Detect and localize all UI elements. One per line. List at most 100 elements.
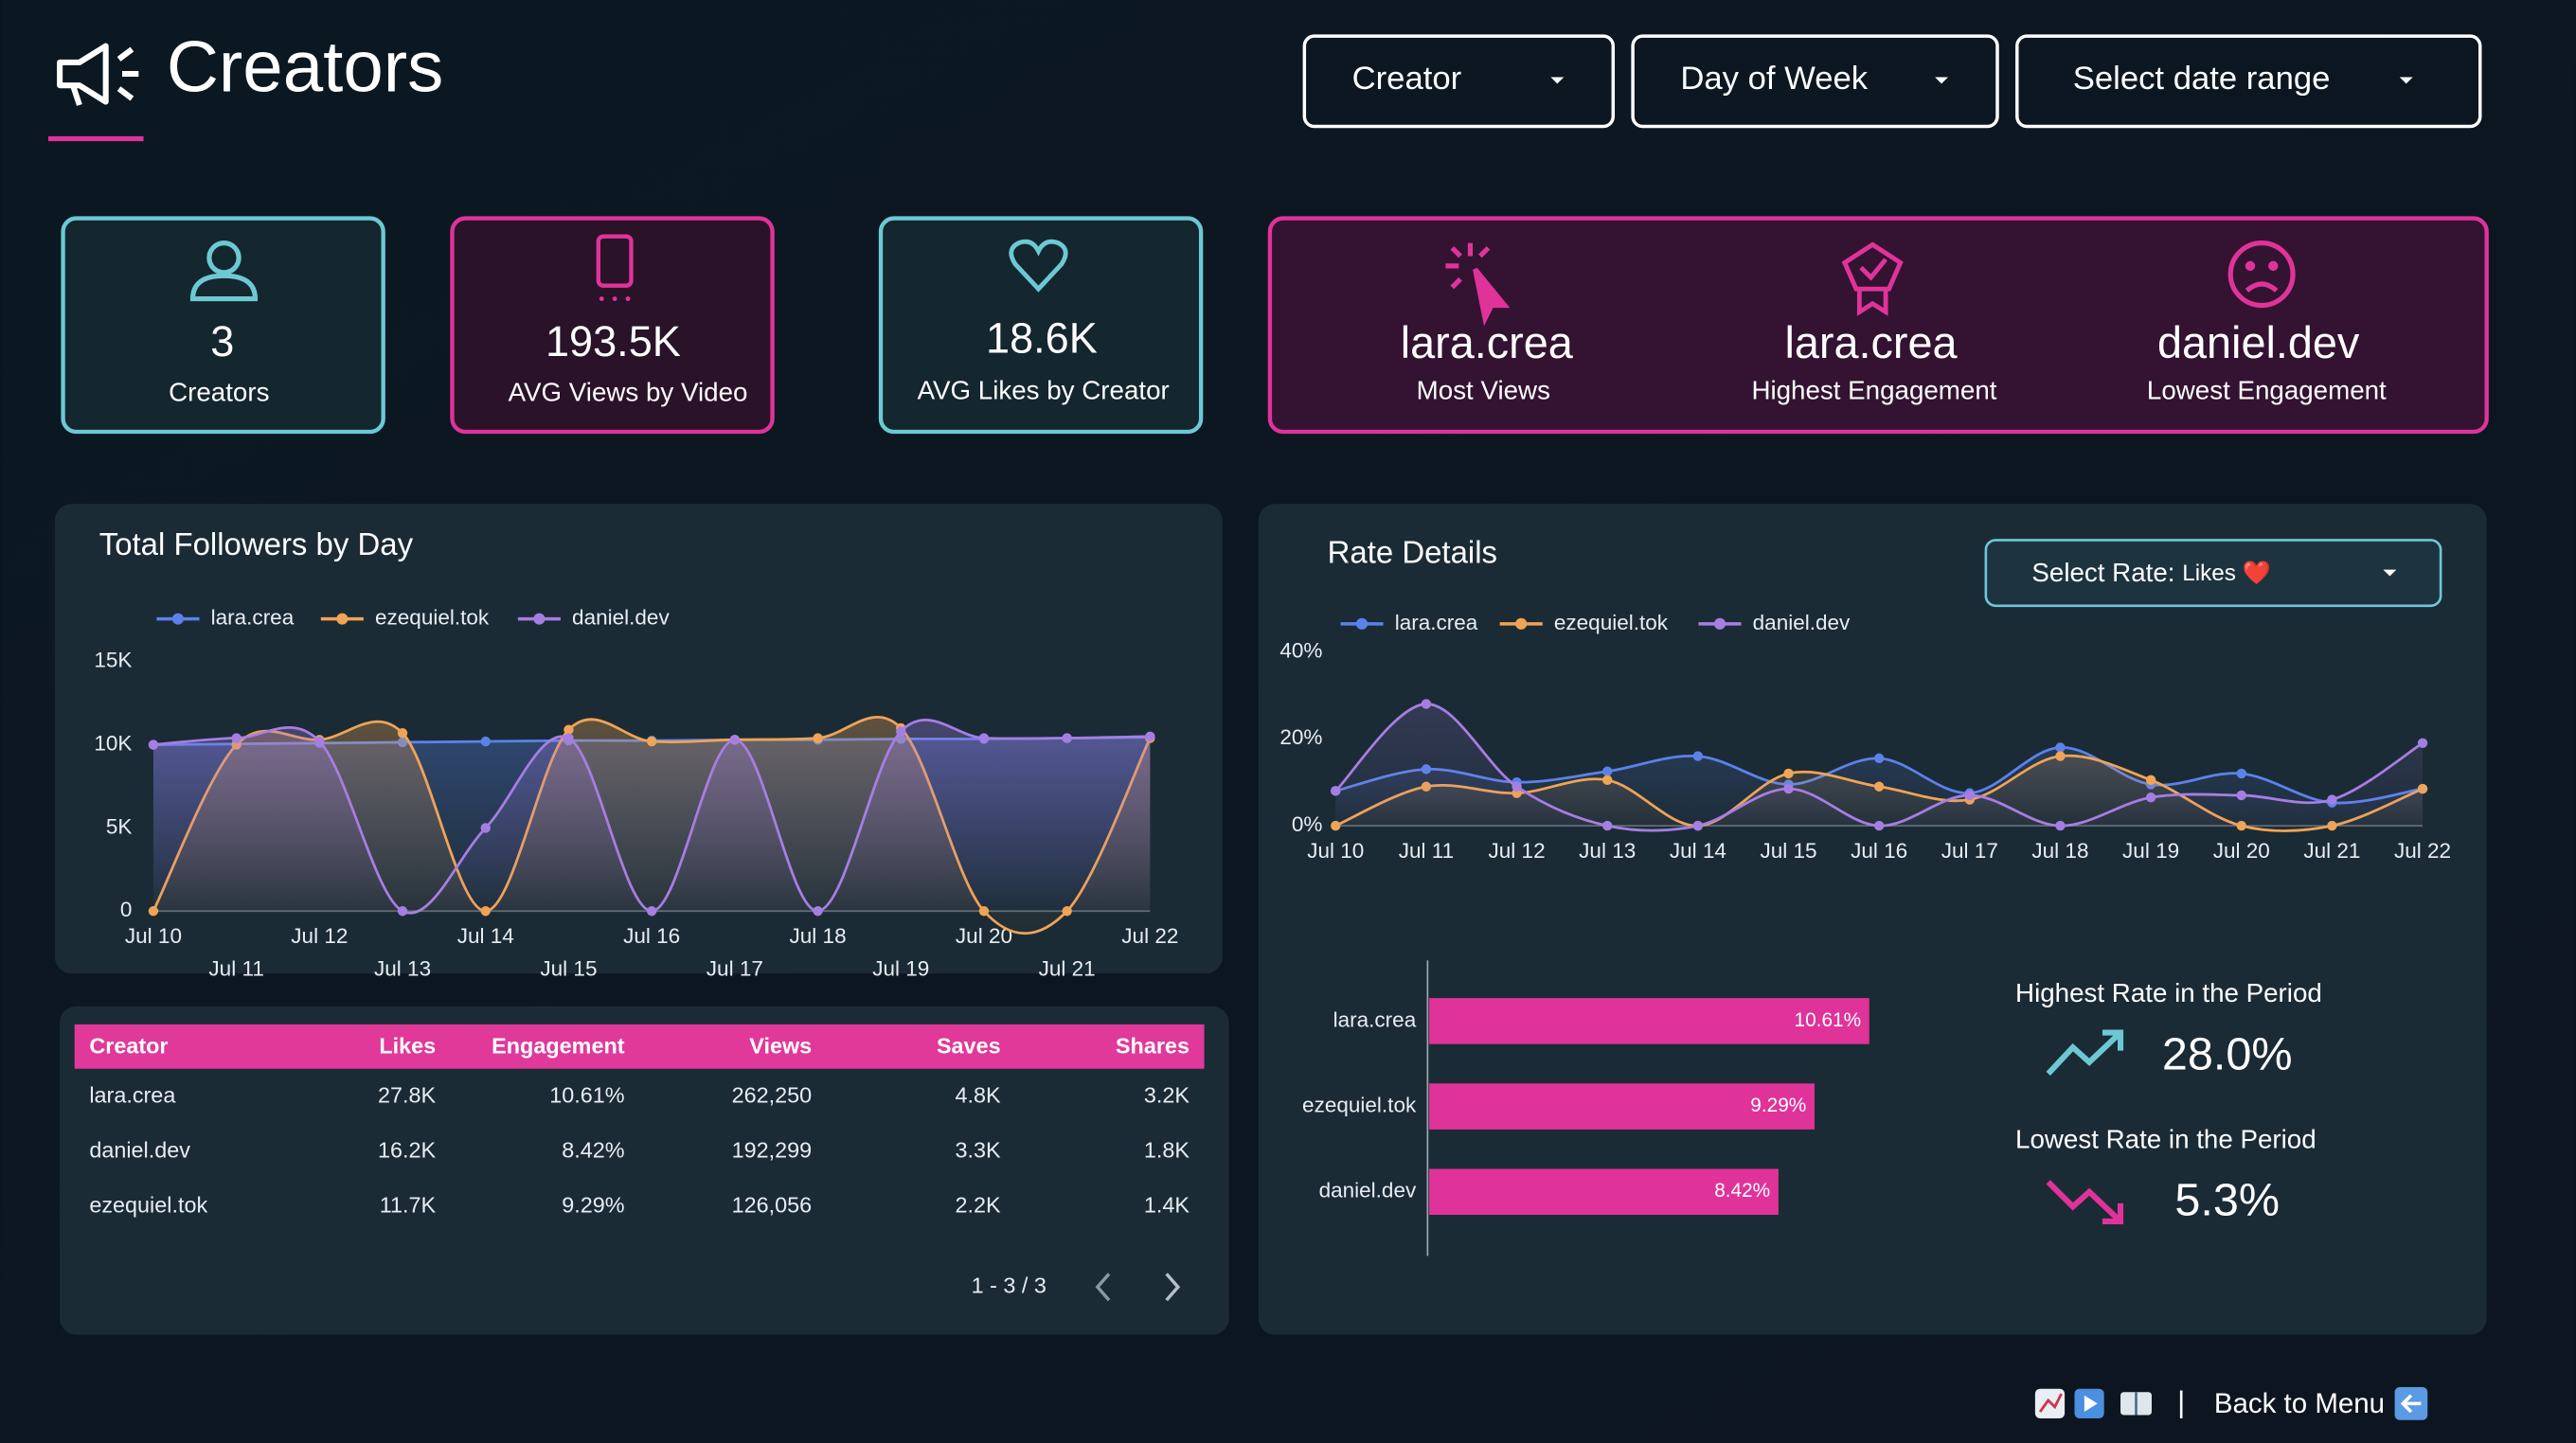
data-point xyxy=(231,733,242,743)
filter-day[interactable]: Day of Week xyxy=(1631,34,1999,129)
table-cell: 4.8K xyxy=(955,1082,1001,1107)
category-label: daniel.dev xyxy=(1319,1179,1417,1202)
footer-icons[interactable] xyxy=(2034,1388,2152,1418)
data-point xyxy=(646,736,657,747)
x-tick-label: Jul 14 xyxy=(457,924,514,948)
kpi-label: AVG Likes by Creator xyxy=(918,376,1170,405)
x-tick-label: Jul 21 xyxy=(2303,839,2360,863)
data-point xyxy=(1602,775,1613,786)
filter-box[interactable] xyxy=(1302,34,1616,129)
data-point xyxy=(1692,751,1704,761)
category-label: lara.crea xyxy=(1333,1007,1417,1031)
lowest-label: Lowest Rate in the Period xyxy=(2015,1124,2317,1153)
x-tick-label: Jul 18 xyxy=(790,924,847,948)
video-link-glyph xyxy=(2084,1395,2098,1413)
table-header xyxy=(74,1024,1205,1069)
data-point xyxy=(2055,742,2066,753)
data-point xyxy=(480,823,491,833)
rate-selector[interactable]: Select Rate: Likes ❤️ xyxy=(1984,539,2442,608)
legend-label: daniel.dev xyxy=(1753,611,1851,634)
filter-creator[interactable]: Creator xyxy=(1302,34,1616,129)
legend-label: lara.crea xyxy=(211,606,295,630)
bar xyxy=(1429,998,1869,1044)
legend-dot xyxy=(533,613,546,625)
table-cell: 9.29% xyxy=(562,1193,624,1218)
data-point xyxy=(564,724,574,735)
y-tick-label: 20% xyxy=(1279,725,1322,749)
table-cell: 16.2K xyxy=(378,1137,437,1162)
data-point xyxy=(1873,781,1885,792)
selector-value: Likes ❤️ xyxy=(2182,560,2271,586)
legend-dot xyxy=(1515,617,1528,630)
caret xyxy=(2383,569,2397,577)
data-point xyxy=(813,733,823,743)
page-title: Creators xyxy=(167,27,443,107)
kpi-value: 18.6K xyxy=(986,314,1098,363)
filter-label[interactable]: Select date range xyxy=(2073,61,2331,97)
table-cell: 3.2K xyxy=(1144,1082,1190,1107)
table-cell: 11.7K xyxy=(380,1193,437,1218)
x-tick-label: Jul 15 xyxy=(1760,839,1816,863)
filter-date[interactable]: Select date range xyxy=(2015,34,2482,129)
data-point xyxy=(397,728,408,739)
lowest-value: 5.3% xyxy=(2174,1175,2280,1226)
column-header: Shares xyxy=(1116,1033,1190,1058)
x-tick-label: Jul 17 xyxy=(707,957,763,981)
sad-icon xyxy=(2227,240,2296,309)
kpi-value: 193.5K xyxy=(546,317,681,365)
data-point xyxy=(1783,768,1794,779)
selector-text[interactable]: Select Rate: Likes ❤️ xyxy=(2031,558,2271,587)
data-point xyxy=(2145,775,2156,786)
legend-label: daniel.dev xyxy=(572,606,670,630)
person-icon xyxy=(189,240,259,302)
y-tick-label: 40% xyxy=(1279,638,1322,662)
legend-label: lara.crea xyxy=(1395,611,1478,634)
trend-down-icon xyxy=(2046,1180,2124,1224)
table-cell: 262,250 xyxy=(732,1082,813,1107)
legend-dot xyxy=(336,613,349,625)
x-tick-label: Jul 20 xyxy=(2213,839,2270,863)
table-cell: ezequiel.tok xyxy=(89,1193,207,1218)
filter-box[interactable] xyxy=(2015,34,2482,129)
prev-page[interactable] xyxy=(1095,1273,1111,1302)
filter-label[interactable]: Day of Week xyxy=(1680,61,1868,97)
highlight-label: Lowest Engagement xyxy=(2147,376,2387,405)
table: Creator Likes Engagement Views Saves Shares la… xyxy=(89,1033,1190,1217)
data-point xyxy=(2055,751,2066,761)
table-cell: daniel.dev xyxy=(89,1137,190,1162)
back-icon[interactable] xyxy=(2394,1387,2428,1420)
column-header: Creator xyxy=(89,1033,168,1058)
selector-label: Select Rate: xyxy=(2031,558,2174,587)
table-cell: 27.8K xyxy=(378,1082,437,1107)
back-icon-glyph xyxy=(2400,1394,2422,1414)
next-page[interactable] xyxy=(1165,1273,1181,1302)
x-tick-label: Jul 11 xyxy=(1399,839,1454,863)
filter-box[interactable] xyxy=(1631,34,1999,129)
y-tick-label: 5K xyxy=(106,814,133,838)
selector-box[interactable] xyxy=(1984,539,2442,608)
x-tick-label: Jul 22 xyxy=(2394,839,2451,863)
table-cell: 2.2K xyxy=(955,1193,1001,1218)
data-point xyxy=(1421,699,1432,709)
x-tick-label: Jul 21 xyxy=(1039,957,1096,981)
x-tick-label: Jul 19 xyxy=(872,957,929,981)
data-point xyxy=(1602,766,1613,776)
filter-label[interactable]: Creator xyxy=(1352,61,1462,97)
data-point xyxy=(2055,820,2066,831)
x-tick-label: Jul 17 xyxy=(1941,839,1998,863)
back-link[interactable]: Back to Menu xyxy=(2214,1388,2385,1419)
highlight-value: lara.crea xyxy=(1784,318,1958,367)
x-tick-label: Jul 12 xyxy=(1489,839,1546,863)
bar xyxy=(1429,1083,1815,1130)
data-point xyxy=(2236,790,2246,801)
caret xyxy=(1935,77,1948,84)
highest-value: 28.0% xyxy=(2162,1028,2293,1079)
column-header: Likes xyxy=(379,1033,436,1058)
kpi-card xyxy=(61,216,385,435)
kpi-label: Creators xyxy=(169,377,269,406)
bar-value-label: 8.42% xyxy=(1714,1180,1770,1202)
kpi-card xyxy=(878,216,1204,435)
table-cell: 8.42% xyxy=(562,1137,624,1162)
data-point xyxy=(1062,733,1072,743)
x-tick-label: Jul 10 xyxy=(1307,839,1364,863)
